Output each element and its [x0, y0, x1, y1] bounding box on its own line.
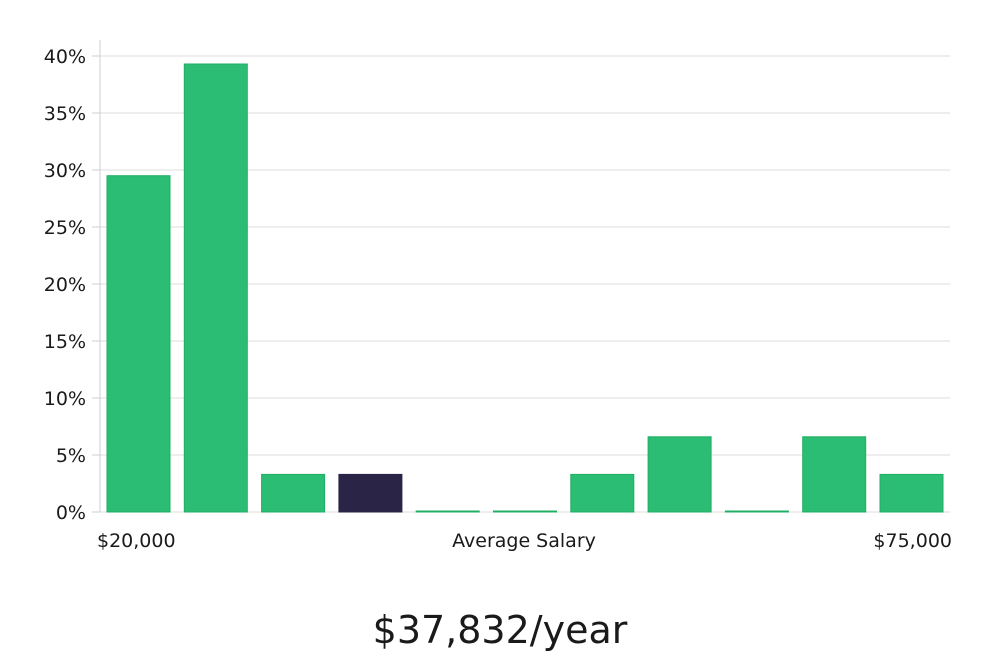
x-max-label: $75,000 [873, 530, 952, 552]
bars [106, 63, 944, 513]
y-tick-label: 30% [44, 160, 86, 182]
y-tick-label: 25% [44, 217, 86, 239]
average-salary-value: $37,832/year [372, 608, 628, 652]
y-axis-ticks: 0% 5% 10% 15% 20% 25% 30% 35% 40% [44, 46, 100, 524]
x-min-label: $20,000 [97, 530, 176, 552]
y-tick-label: 10% [44, 388, 86, 410]
y-tick-label: 5% [56, 445, 86, 467]
bar-highlighted [338, 473, 403, 513]
bar [724, 510, 789, 513]
bar [493, 510, 557, 513]
bar [647, 436, 712, 513]
y-tick-label: 0% [56, 502, 86, 524]
bar [802, 436, 867, 513]
y-tick-label: 40% [44, 46, 86, 68]
y-tick-label: 20% [44, 274, 86, 296]
salary-histogram: 0% 5% 10% 15% 20% 25% 30% 35% 40% $20,000 Averag… [44, 40, 952, 552]
bar [879, 473, 944, 513]
bar [261, 473, 326, 513]
x-axis-label: Average Salary [452, 530, 596, 552]
bar [415, 510, 480, 513]
y-tick-label: 15% [44, 331, 86, 353]
bar [106, 175, 171, 513]
y-tick-label: 35% [44, 103, 86, 125]
bar [183, 63, 248, 513]
bar [570, 473, 635, 513]
